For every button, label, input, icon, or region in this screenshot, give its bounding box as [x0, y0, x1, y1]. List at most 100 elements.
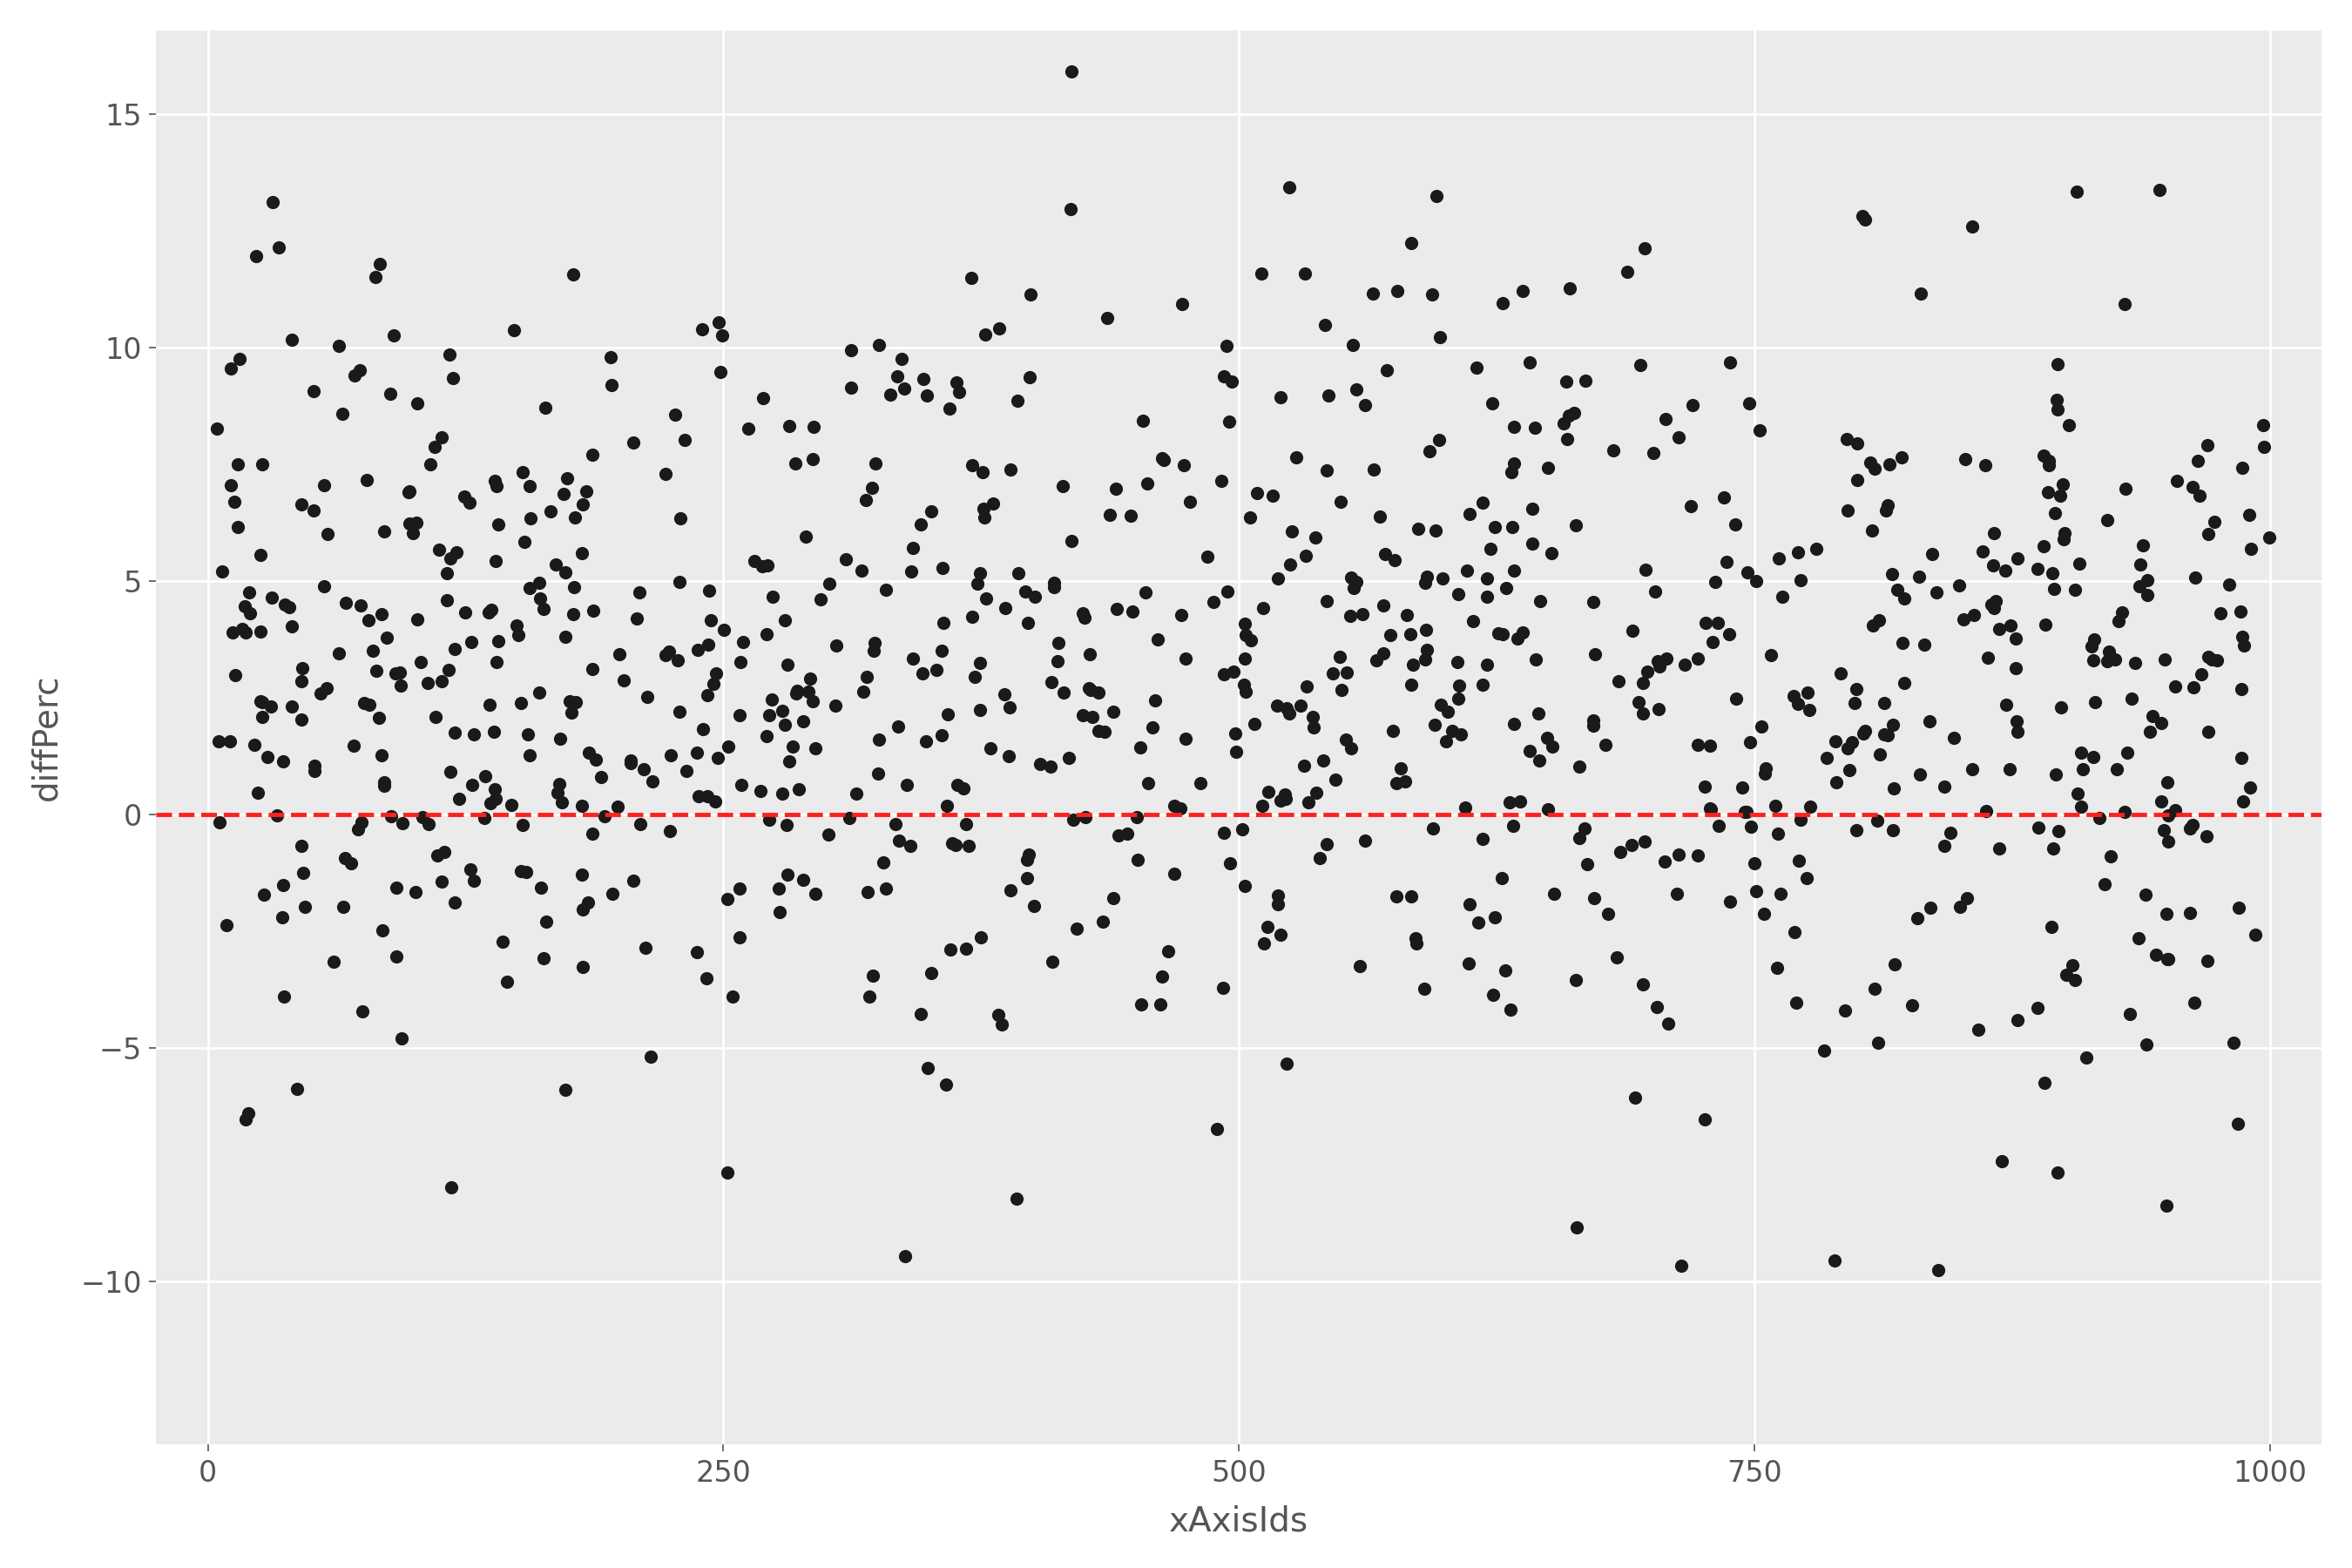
Point [475, 776, 513, 801]
Point [1519, 701, 1557, 726]
Point [1458, 909, 1496, 935]
Point [1468, 566, 1505, 591]
Point [1679, 732, 1717, 757]
Point [282, 670, 320, 695]
Point [913, 499, 950, 524]
Point [1399, 516, 1437, 541]
Point [1364, 641, 1402, 666]
Point [621, 811, 659, 836]
Point [2197, 510, 2234, 535]
Point [548, 466, 586, 491]
Point [1449, 558, 1486, 583]
Point [1054, 808, 1091, 833]
Point [748, 554, 786, 579]
Point [1458, 354, 1496, 379]
Point [1134, 715, 1171, 740]
Point [470, 790, 508, 815]
Point [1463, 489, 1501, 514]
Point [1065, 605, 1103, 630]
Point [2042, 695, 2079, 720]
Point [527, 395, 564, 420]
Point [221, 347, 259, 372]
Point [270, 594, 308, 619]
Point [1348, 828, 1385, 853]
Point [1244, 930, 1282, 955]
Point [1228, 679, 1265, 704]
Point [1040, 630, 1077, 655]
Point [2176, 564, 2213, 590]
Point [390, 480, 428, 505]
Point [397, 390, 435, 416]
Point [1858, 808, 1896, 833]
Point [487, 969, 524, 994]
Point [2143, 789, 2180, 814]
Point [1204, 364, 1242, 389]
Point [680, 784, 717, 809]
Point [1392, 621, 1430, 646]
Point [1439, 649, 1477, 674]
Point [1080, 718, 1117, 743]
Point [1910, 709, 1947, 734]
Point [953, 265, 990, 290]
Point [1738, 880, 1776, 905]
Point [1327, 728, 1364, 753]
Point [1498, 626, 1536, 651]
Point [767, 712, 804, 737]
Point [564, 953, 602, 978]
Point [273, 328, 310, 353]
Point [1649, 1011, 1686, 1036]
Point [2034, 836, 2072, 861]
Point [2122, 552, 2159, 577]
Point [1978, 588, 2016, 613]
Point [1691, 734, 1729, 759]
Point [1729, 560, 1766, 585]
Point [433, 546, 470, 571]
Point [2051, 412, 2089, 437]
Point [1846, 207, 1884, 232]
Point [1397, 931, 1435, 956]
Point [435, 365, 473, 390]
Point [1145, 447, 1183, 472]
Point [833, 375, 870, 400]
Point [600, 793, 637, 818]
Point [1486, 575, 1524, 601]
Point [962, 925, 1000, 950]
Point [1832, 729, 1870, 754]
Point [901, 511, 938, 536]
Point [691, 579, 729, 604]
Point [1512, 739, 1550, 764]
Point [1830, 735, 1867, 760]
Point [1141, 991, 1178, 1016]
Point [1341, 953, 1378, 978]
Point [419, 842, 456, 867]
Point [1016, 583, 1054, 608]
Point [593, 345, 630, 370]
Point [1717, 511, 1755, 536]
Point [628, 936, 666, 961]
Point [1999, 720, 2037, 745]
Point [1856, 977, 1893, 1002]
Point [753, 687, 790, 712]
Point [2098, 757, 2136, 782]
Point [764, 698, 802, 723]
Point [934, 831, 971, 856]
Point [1181, 771, 1218, 797]
Point [2018, 996, 2056, 1021]
Point [315, 949, 353, 974]
Point [1839, 467, 1877, 492]
Point [557, 690, 595, 715]
Point [1983, 1148, 2020, 1173]
Point [402, 649, 440, 674]
Point [2027, 612, 2065, 637]
Point [1258, 566, 1296, 591]
Point [1096, 477, 1134, 502]
Point [1691, 795, 1729, 820]
Point [1893, 993, 1931, 1018]
Point [546, 1077, 583, 1102]
Point [1439, 582, 1477, 607]
Point [2025, 442, 2063, 467]
Point [2190, 720, 2227, 745]
Point [1101, 823, 1138, 848]
Point [2147, 902, 2185, 927]
Point [1406, 977, 1444, 1002]
